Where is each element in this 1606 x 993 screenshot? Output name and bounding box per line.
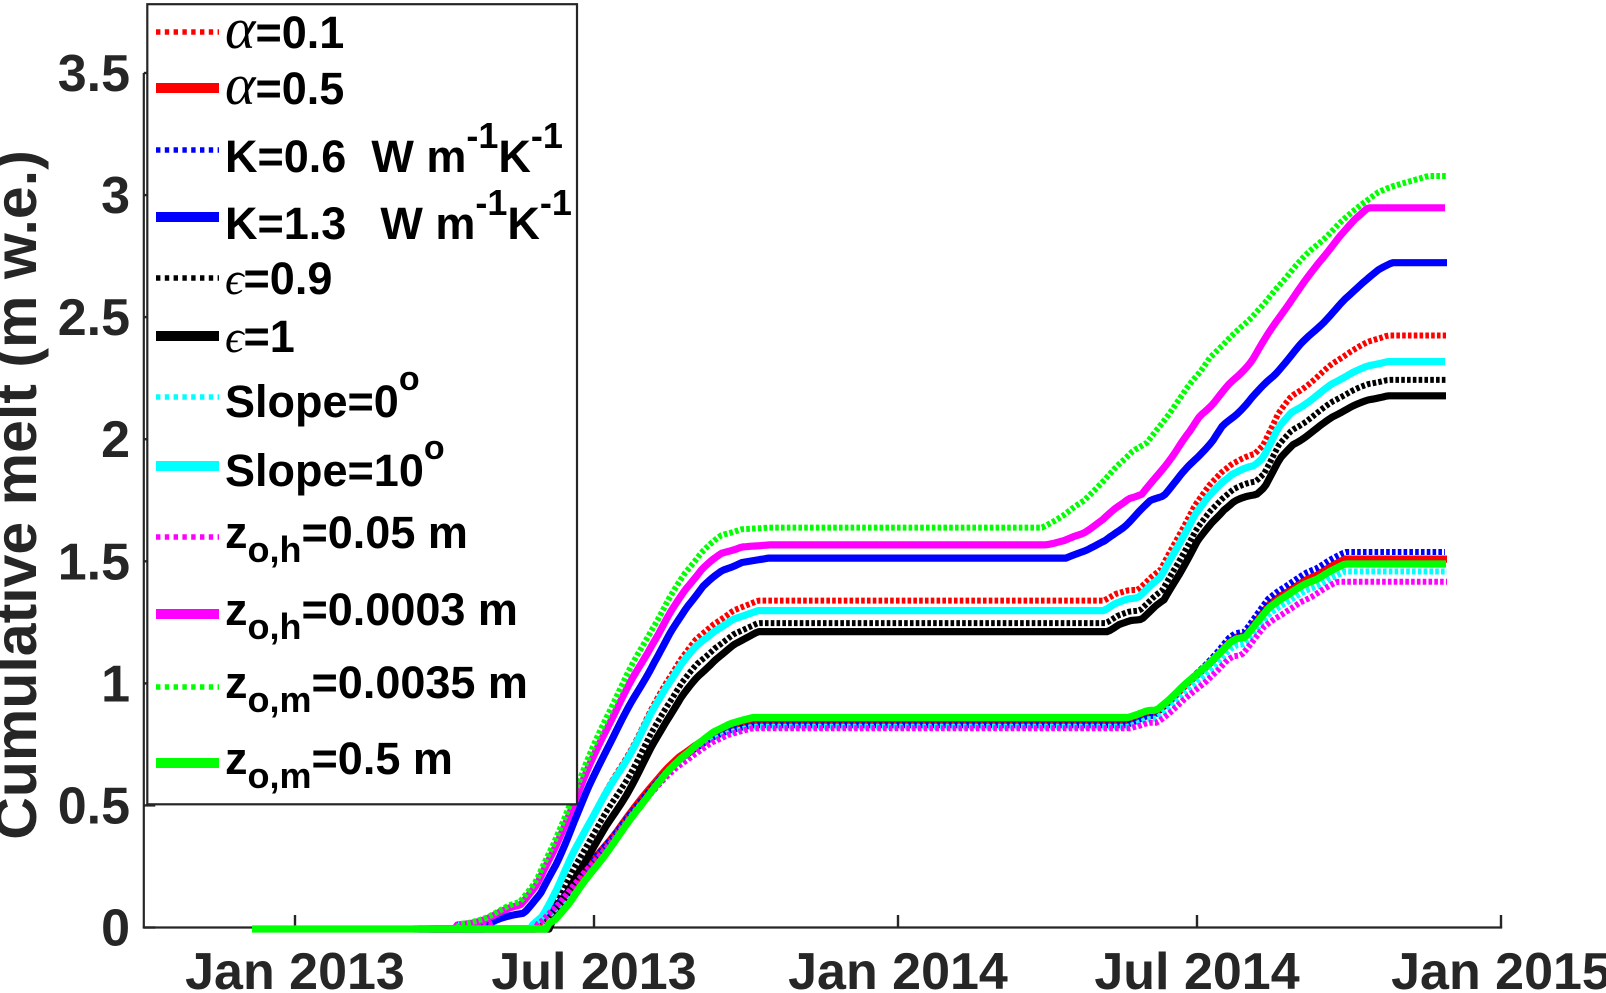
svg-text:Jan 2015: Jan 2015 bbox=[1391, 943, 1606, 993]
svg-text:Jan 2013: Jan 2013 bbox=[185, 943, 405, 993]
svg-text:ϵ=1: ϵ=1 bbox=[225, 311, 295, 362]
svg-text:3: 3 bbox=[101, 167, 130, 225]
svg-text:α=0.5: α=0.5 bbox=[225, 52, 344, 117]
svg-text:α=0.1: α=0.1 bbox=[225, 0, 344, 61]
svg-text:1: 1 bbox=[101, 655, 130, 713]
svg-text:Jan 2014: Jan 2014 bbox=[788, 943, 1008, 993]
svg-text:3.5: 3.5 bbox=[58, 45, 130, 103]
svg-text:2.5: 2.5 bbox=[58, 289, 130, 347]
svg-text:0: 0 bbox=[101, 900, 130, 958]
svg-text:1.5: 1.5 bbox=[58, 533, 130, 591]
svg-text:K=0.6 W m-1K-1: K=0.6 W m-1K-1 bbox=[225, 115, 563, 182]
svg-text:zo,h=0.0003 m: zo,h=0.0003 m bbox=[225, 584, 518, 647]
svg-text:Jul 2013: Jul 2013 bbox=[491, 943, 696, 993]
svg-text:Slope=10o: Slope=10o bbox=[225, 429, 445, 496]
svg-text:0.5: 0.5 bbox=[58, 777, 130, 835]
svg-text:K=1.3 W m-1K-1: K=1.3 W m-1K-1 bbox=[225, 182, 572, 249]
svg-text:Slope=0o: Slope=0o bbox=[225, 360, 420, 427]
svg-text:Cumulative melt (m w.e.): Cumulative melt (m w.e.) bbox=[0, 150, 49, 840]
svg-text:zo,m=0.5 m: zo,m=0.5 m bbox=[225, 733, 453, 796]
svg-text:zo,h=0.05 m: zo,h=0.05 m bbox=[225, 507, 468, 570]
svg-text:zo,m=0.0035 m: zo,m=0.0035 m bbox=[225, 657, 528, 720]
svg-text:Jul 2014: Jul 2014 bbox=[1094, 943, 1299, 993]
svg-text:ϵ=0.9: ϵ=0.9 bbox=[225, 253, 332, 304]
svg-text:2: 2 bbox=[101, 411, 130, 469]
